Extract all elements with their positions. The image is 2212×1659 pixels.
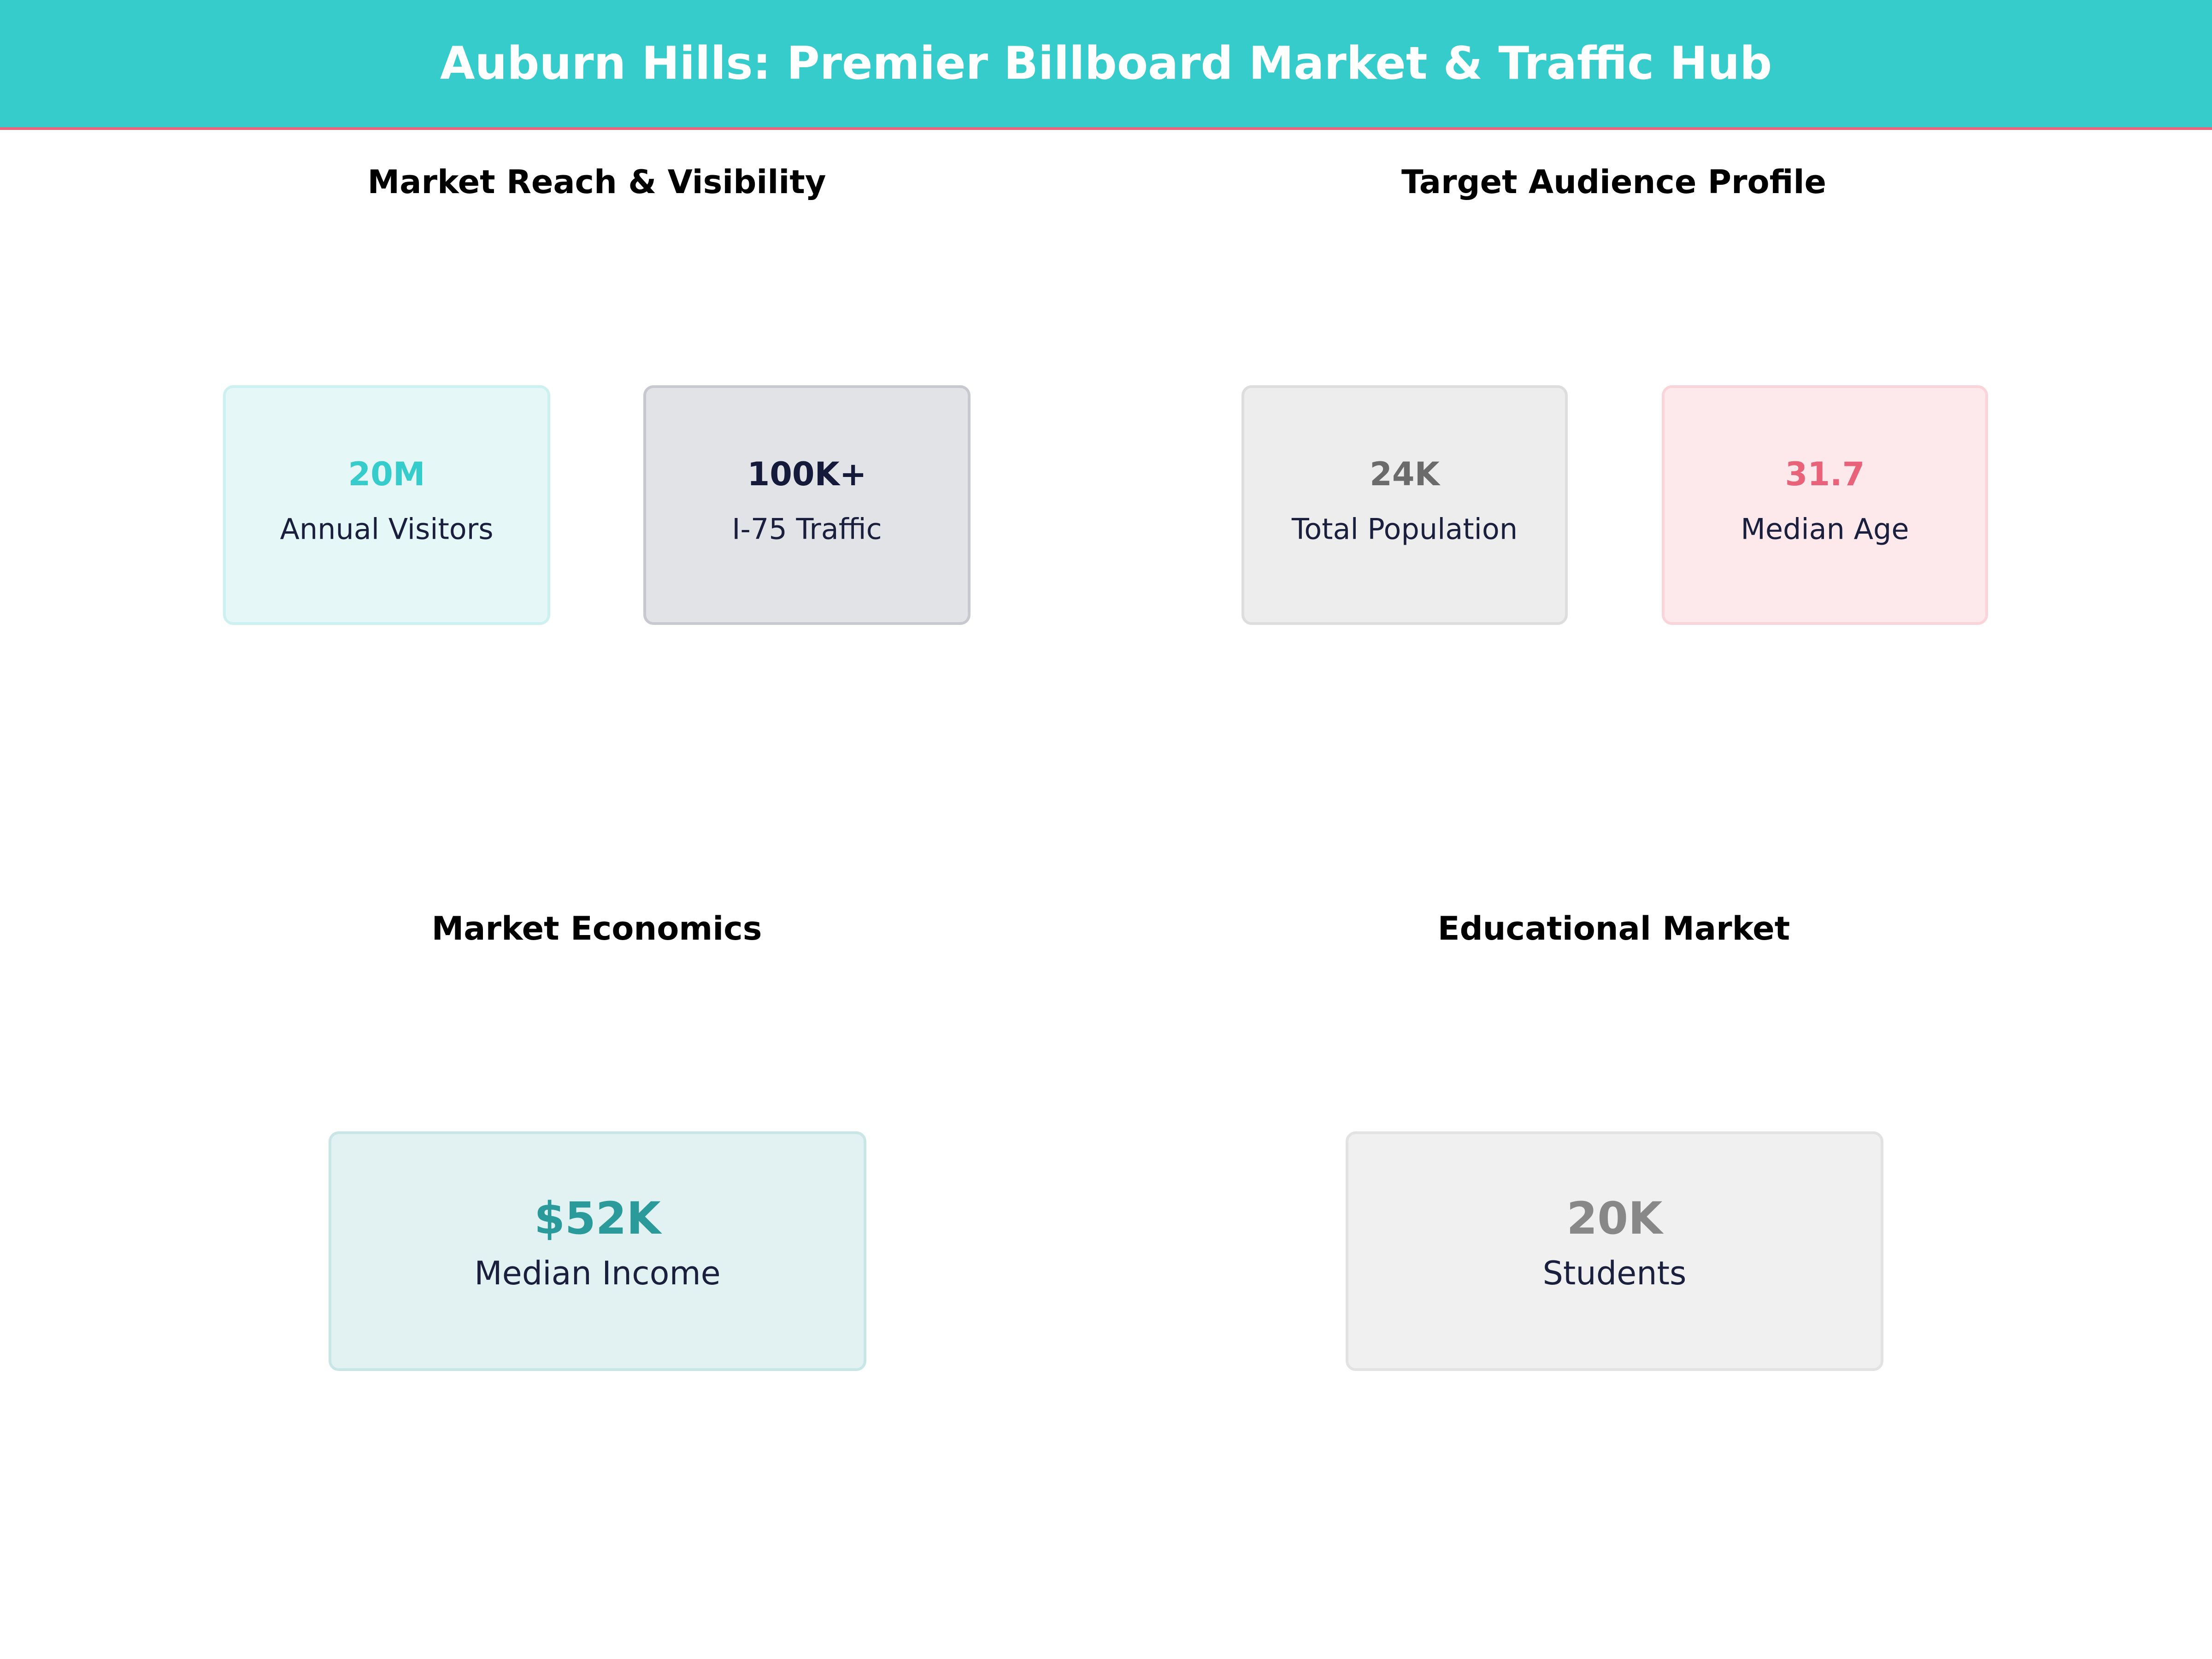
stat-label: Median Income: [474, 1254, 721, 1292]
stat-label: Median Age: [1741, 512, 1909, 546]
section-title: Market Economics: [431, 910, 762, 947]
stat-label: I-75 Traffic: [732, 512, 882, 546]
stat-value: 100K+: [747, 455, 867, 493]
stat-card: 24K Total Population: [1241, 385, 1568, 625]
stat-value: 24K: [1370, 455, 1440, 493]
stat-value: 20K: [1566, 1193, 1663, 1244]
stat-card: 20M Annual Visitors: [223, 385, 550, 625]
stat-value: 20M: [348, 455, 425, 493]
stat-value: $52K: [534, 1193, 661, 1244]
stat-value: 31.7: [1785, 455, 1865, 493]
section-title: Educational Market: [1437, 910, 1790, 947]
stat-label: Total Population: [1291, 512, 1518, 546]
stat-card: $52K Median Income: [329, 1131, 866, 1371]
stat-label: Annual Visitors: [280, 512, 494, 546]
section-title: Market Reach & Visibility: [367, 163, 826, 201]
header-title: Auburn Hills: Premier Billboard Market &…: [440, 37, 1772, 90]
stat-card: 31.7 Median Age: [1662, 385, 1988, 625]
section-title: Target Audience Profile: [1401, 163, 1826, 201]
stat-card: 100K+ I-75 Traffic: [643, 385, 971, 625]
header: Auburn Hills: Premier Billboard Market &…: [0, 0, 2212, 130]
stat-label: Students: [1542, 1254, 1687, 1292]
stat-card: 20K Students: [1346, 1131, 1883, 1371]
